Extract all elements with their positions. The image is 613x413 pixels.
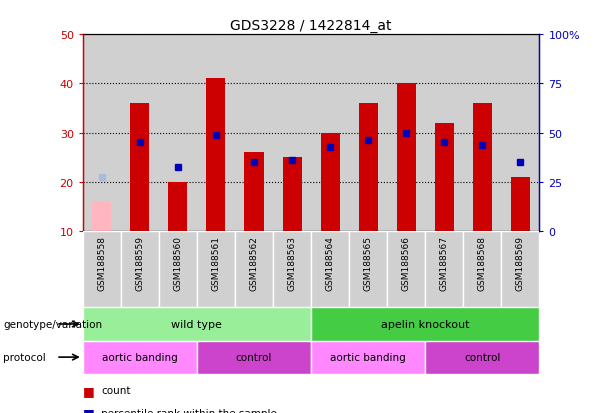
Bar: [473, 104, 492, 231]
Bar: [235, 35, 273, 231]
Text: ■: ■: [83, 406, 94, 413]
Text: apelin knockout: apelin knockout: [381, 319, 470, 329]
Bar: [463, 231, 501, 308]
Bar: [93, 202, 112, 231]
Bar: [387, 231, 425, 308]
Bar: [273, 231, 311, 308]
Bar: [197, 35, 235, 231]
Bar: [311, 308, 539, 341]
Bar: [131, 104, 150, 231]
Text: control: control: [464, 352, 501, 362]
Bar: [359, 104, 378, 231]
Text: GSM188569: GSM188569: [516, 235, 525, 290]
Text: genotype/variation: genotype/variation: [3, 319, 102, 329]
Text: GSM188563: GSM188563: [287, 235, 297, 290]
Bar: [207, 79, 226, 231]
Bar: [311, 35, 349, 231]
Text: GSM188560: GSM188560: [173, 235, 183, 290]
Title: GDS3228 / 1422814_at: GDS3228 / 1422814_at: [230, 19, 392, 33]
Bar: [387, 35, 425, 231]
Text: GSM188558: GSM188558: [97, 235, 106, 290]
Bar: [235, 231, 273, 308]
Bar: [321, 133, 340, 231]
Text: count: count: [101, 385, 131, 395]
Bar: [425, 341, 539, 374]
Bar: [121, 35, 159, 231]
Text: aortic banding: aortic banding: [330, 352, 406, 362]
Text: GSM188568: GSM188568: [478, 235, 487, 290]
Bar: [425, 35, 463, 231]
Bar: [501, 35, 539, 231]
Text: GSM188562: GSM188562: [249, 235, 259, 290]
Bar: [169, 182, 188, 231]
Text: protocol: protocol: [3, 352, 46, 362]
Bar: [349, 231, 387, 308]
Bar: [83, 35, 121, 231]
Bar: [311, 231, 349, 308]
Text: GSM188565: GSM188565: [364, 235, 373, 290]
Bar: [197, 341, 311, 374]
Text: GSM188566: GSM188566: [402, 235, 411, 290]
Bar: [311, 341, 425, 374]
Bar: [273, 35, 311, 231]
Text: GSM188567: GSM188567: [440, 235, 449, 290]
Bar: [245, 153, 264, 231]
Bar: [283, 158, 302, 231]
Text: GSM188564: GSM188564: [326, 235, 335, 290]
Bar: [83, 341, 197, 374]
Bar: [435, 123, 454, 231]
Text: ■: ■: [83, 384, 94, 397]
Bar: [511, 177, 530, 231]
Text: percentile rank within the sample: percentile rank within the sample: [101, 408, 277, 413]
Bar: [501, 231, 539, 308]
Bar: [463, 35, 501, 231]
Bar: [425, 231, 463, 308]
Text: control: control: [236, 352, 272, 362]
Text: GSM188561: GSM188561: [211, 235, 221, 290]
Bar: [197, 231, 235, 308]
Bar: [159, 231, 197, 308]
Bar: [397, 84, 416, 231]
Text: aortic banding: aortic banding: [102, 352, 178, 362]
Text: GSM188559: GSM188559: [135, 235, 144, 290]
Bar: [83, 308, 311, 341]
Bar: [121, 231, 159, 308]
Text: wild type: wild type: [172, 319, 223, 329]
Bar: [83, 231, 121, 308]
Bar: [349, 35, 387, 231]
Bar: [159, 35, 197, 231]
